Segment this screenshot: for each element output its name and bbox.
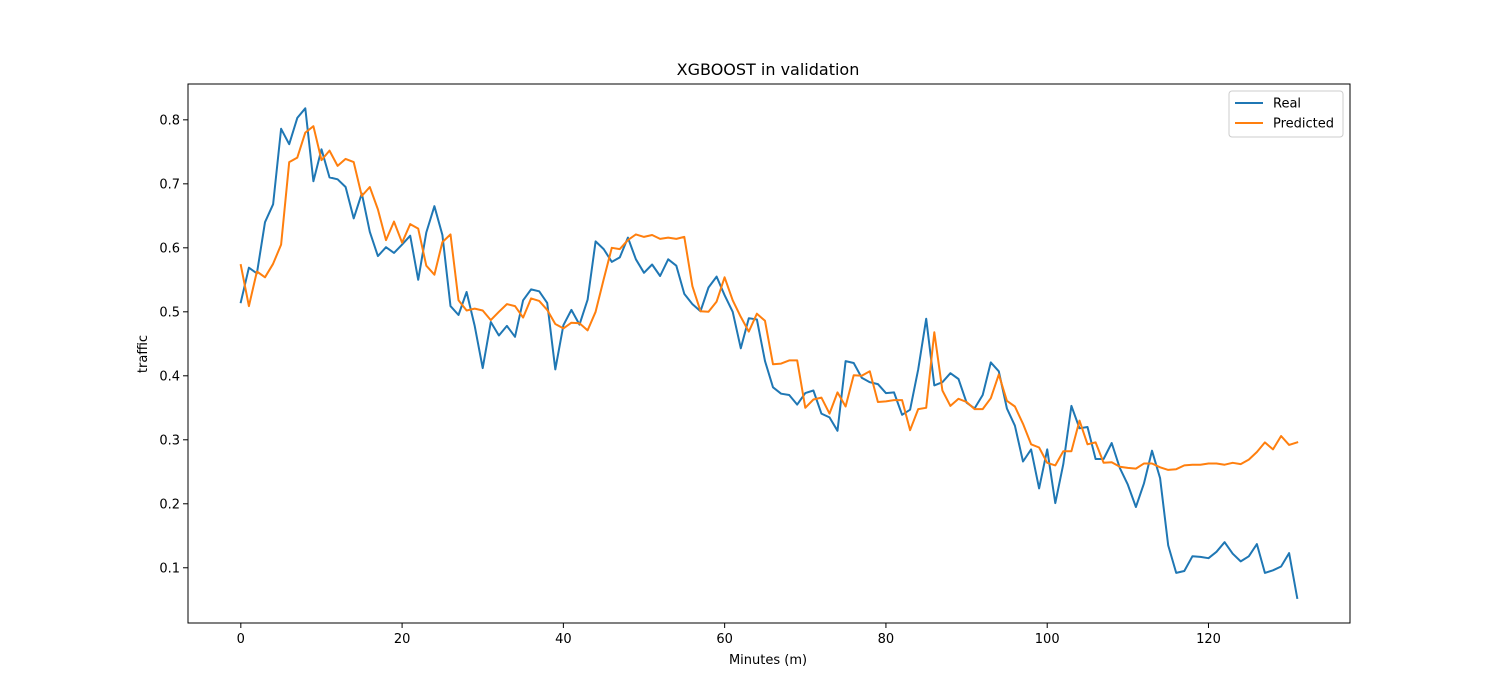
y-tick-label: 0.6 [159, 241, 180, 256]
y-tick-label: 0.3 [159, 433, 180, 448]
y-tick-label: 0.2 [159, 497, 180, 512]
x-tick-label: 60 [716, 632, 733, 647]
axes-frame [187, 83, 1351, 624]
x-tick-label: 0 [237, 632, 245, 647]
legend-label-predicted: Predicted [1273, 117, 1334, 132]
series-line-real [239, 107, 1299, 600]
y-tick-label: 0.1 [159, 561, 180, 576]
legend-label-real: Real [1273, 97, 1301, 112]
legend: Real Predicted [1228, 90, 1344, 138]
series-line-predicted [239, 125, 1299, 471]
x-tick-label: 100 [1035, 632, 1060, 647]
x-tick-label: 120 [1196, 632, 1221, 647]
x-tick-label: 80 [878, 632, 895, 647]
axes: 0 20 40 60 80 100 120 0.1 0.2 0.3 0.4 0.5 0.6 0.7 0.8 [159, 83, 1351, 647]
x-tick-label: 40 [555, 632, 572, 647]
y-tick-label: 0.5 [159, 305, 180, 320]
y-tick-label: 0.7 [159, 177, 180, 192]
y-tick-label: 0.8 [159, 113, 180, 128]
chart-title: XGBOOST in validation [677, 60, 860, 79]
x-tick-label: 20 [394, 632, 411, 647]
plot-area [239, 107, 1299, 600]
x-axis-label: Minutes (m) [729, 653, 807, 668]
y-axis-label: traffic [136, 335, 151, 373]
y-tick-label: 0.4 [159, 369, 180, 384]
